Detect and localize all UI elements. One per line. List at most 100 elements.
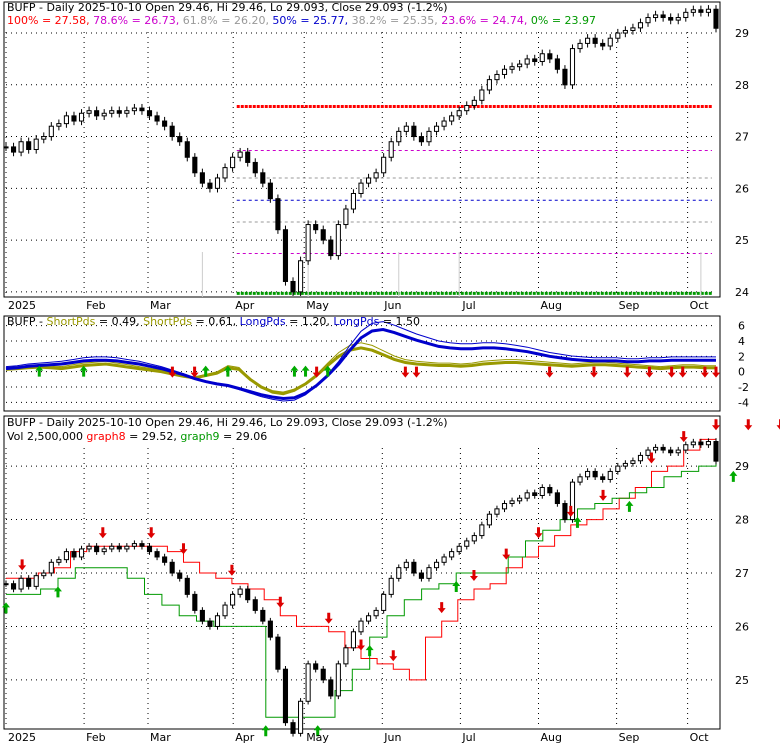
- stops-bar-28: [214, 615, 221, 627]
- price-x-tick-1: Feb: [86, 299, 105, 312]
- osc-down-arrow-7: [623, 366, 632, 378]
- price-bar-75: [569, 48, 576, 86]
- price-bar-65: [494, 73, 500, 81]
- stops-bar-70: [532, 492, 538, 496]
- price-bar-92: [698, 9, 704, 13]
- stops-bar-58: [441, 556, 447, 563]
- osc-up-arrow-0: [35, 365, 44, 377]
- stops-bar-49: [373, 609, 379, 617]
- stops-bar-8: [63, 551, 69, 561]
- stops-down-arrow-11: [502, 548, 511, 560]
- price-panel: 24 25 26 27 28 29 2025 Feb Mar Apr May Jun Jul Aug Se…: [3, 1, 749, 312]
- stops-bar-86: [653, 446, 659, 451]
- price-bar-26: [199, 172, 205, 184]
- price-bar-1: [10, 146, 17, 153]
- price-bar-20: [154, 115, 160, 122]
- price-bar-6: [48, 125, 54, 138]
- stops-bar-67: [509, 500, 515, 505]
- price-panel-frame: [3, 1, 721, 298]
- oscillator-line-0: [5, 346, 717, 395]
- price-x-tick-0: 2025: [8, 299, 36, 312]
- price-bar-11: [86, 110, 92, 114]
- stops-down-arrow-7: [357, 639, 365, 651]
- stops-bar-87: [660, 446, 666, 451]
- stops-bar-73: [554, 492, 560, 505]
- stop-line-0: [6, 438, 717, 681]
- fib-header-part-6: 0% = 23.97: [527, 14, 596, 27]
- price-bar-72: [547, 53, 553, 60]
- stops-bar-27: [207, 620, 213, 627]
- stops-bar-77: [585, 470, 591, 478]
- stops-bar-34: [260, 609, 266, 622]
- price-bar-34: [260, 172, 266, 184]
- osc-up-arrow-2: [201, 365, 210, 377]
- stops-bar-18: [139, 543, 145, 547]
- stops-down-arrow-1: [98, 527, 107, 539]
- stops-bar-71: [539, 486, 545, 496]
- stops-subheader-part-0: Vol 2,500,000: [7, 430, 83, 443]
- price-bar-70: [532, 58, 538, 63]
- price-bar-71: [539, 53, 545, 63]
- stops-bar-65: [494, 508, 500, 515]
- price-bar-60: [456, 110, 462, 117]
- stops-bar-38: [290, 722, 296, 734]
- stops-bar-54: [411, 561, 417, 574]
- stops-up-arrow-8: [729, 470, 738, 482]
- osc-down-arrow-1: [190, 366, 199, 378]
- osc-down-arrow-5: [545, 366, 554, 378]
- stops-bar-23: [177, 572, 183, 579]
- fib-header-part-1: 78.6% = 26.73,: [90, 14, 180, 27]
- price-bar-28: [214, 177, 221, 189]
- osc-down-arrow-6: [589, 366, 598, 378]
- stops-bar-16: [124, 545, 130, 550]
- stops-bar-46: [350, 631, 357, 649]
- price-bar-35: [267, 182, 273, 200]
- stops-bar-91: [690, 441, 696, 446]
- price-bar-67: [509, 66, 515, 70]
- stops-bar-63: [479, 524, 485, 537]
- price-bar-79: [600, 42, 606, 47]
- price-bar-81: [615, 32, 621, 39]
- price-bar-62: [471, 99, 477, 107]
- price-bar-69: [524, 58, 530, 65]
- stops-bar-20: [154, 551, 160, 558]
- stops-subheader-part-4: = 29.06: [220, 430, 268, 443]
- price-bar-32: [245, 151, 251, 163]
- stops-y-tick-3: 28: [735, 514, 749, 527]
- oscillator-y-tick-1: 4: [738, 335, 745, 348]
- stops-bar-40: [305, 663, 311, 702]
- stops-bar-83: [630, 460, 636, 464]
- stops-bar-2: [18, 577, 24, 590]
- stops-up-arrow-3: [313, 725, 322, 737]
- stops-x-tick-5: Jun: [383, 731, 401, 744]
- stops-bar-22: [169, 561, 175, 574]
- stops-down-arrow-18: [744, 419, 753, 431]
- price-bar-83: [630, 27, 636, 31]
- stops-x-tick-0: 2025: [8, 731, 36, 744]
- stops-down-arrow-10: [469, 570, 478, 582]
- stops-panel: 25 26 27 28 29 2025 Feb Mar Apr May Jun Jul Aug Sep O…: [2, 415, 780, 744]
- price-bar-45: [343, 208, 349, 226]
- price-bar-85: [645, 17, 651, 24]
- price-bar-87: [660, 14, 666, 19]
- price-bar-5: [41, 136, 47, 140]
- price-bar-27: [207, 182, 213, 189]
- osc-down-arrow-8: [645, 366, 654, 378]
- price-x-tick-8: Sep: [619, 299, 640, 312]
- price-x-tick-5: Jun: [383, 299, 401, 312]
- oscillator-header-part-4: = 0.61,: [192, 315, 236, 328]
- stops-bar-82: [622, 462, 628, 467]
- price-y-axis: 24 25 26 27 28 29: [735, 27, 749, 299]
- price-y-tick-0: 24: [735, 286, 749, 299]
- osc-down-arrow-10: [678, 366, 687, 378]
- stops-up-arrow-1: [53, 586, 62, 598]
- price-bar-86: [653, 14, 659, 19]
- price-bar-4: [33, 138, 39, 151]
- stops-bar-29: [222, 604, 228, 617]
- stops-down-arrow-12: [534, 527, 543, 539]
- stops-bar-55: [418, 572, 424, 579]
- price-x-tick-7: Aug: [541, 299, 562, 312]
- stops-bar-13: [101, 548, 107, 553]
- price-bar-68: [517, 63, 523, 68]
- stops-down-arrow-19: [776, 419, 780, 430]
